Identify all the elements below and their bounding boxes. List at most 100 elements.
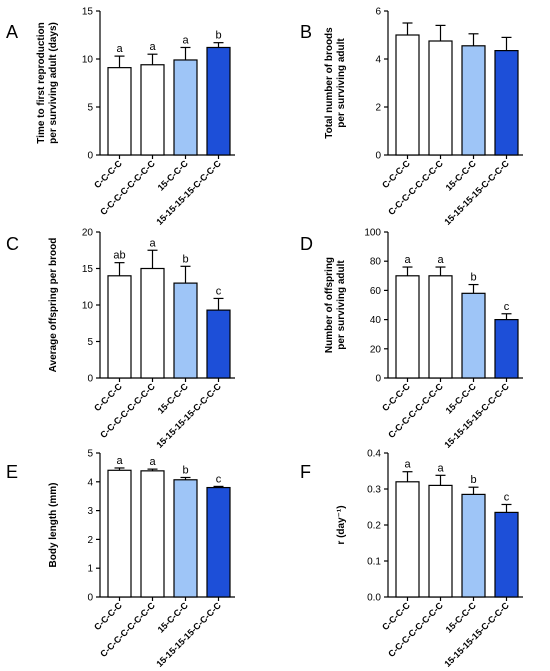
- y-axis-title: Total number of broods: [324, 27, 335, 139]
- significance-letter: c: [216, 285, 222, 297]
- x-category-label: 15-15-15-15-C-C-C-C: [442, 158, 511, 227]
- y-axis-title: Time to first reproduction: [36, 22, 47, 144]
- bar: [140, 470, 165, 598]
- x-category-label: 15-C-C-C: [444, 158, 479, 193]
- x-category-label: 15-C-C-C: [156, 381, 191, 416]
- x-category-label: C-C-C-C: [92, 158, 124, 190]
- bar: [140, 64, 165, 156]
- x-category-label: 15-C-C-C: [156, 158, 191, 193]
- panel-letter: A: [6, 22, 18, 42]
- significance-letter: c: [504, 301, 510, 313]
- y-tick-label: 6: [375, 7, 381, 18]
- bar: [428, 275, 453, 379]
- significance-letter: b: [470, 474, 476, 486]
- bar: [107, 275, 132, 379]
- bar: [173, 59, 198, 156]
- significance-letter: a: [437, 254, 444, 266]
- y-tick-label: 5: [87, 449, 93, 460]
- x-category-label: C-C-C-C: [380, 381, 412, 413]
- y-tick-label: 0.2: [367, 521, 381, 532]
- y-axis-title: Body length (mm): [48, 483, 59, 568]
- y-tick-label: 0.4: [367, 449, 381, 460]
- y-tick-label: 60: [370, 286, 382, 297]
- y-tick-label: 0.3: [367, 485, 381, 496]
- significance-letter: b: [182, 464, 188, 476]
- panel-letter: E: [6, 462, 18, 482]
- significance-letter: b: [470, 272, 476, 284]
- bar: [494, 319, 519, 379]
- y-tick-label: 80: [370, 257, 382, 268]
- x-category-label: 15-15-15-15-C-C-C-C: [442, 381, 511, 450]
- y-axis-title: Average offspring per brood: [48, 238, 59, 373]
- y-tick-label: 15: [82, 264, 94, 275]
- x-category-label: 15-15-15-15-C-C-C-C: [154, 600, 223, 669]
- panel-letter: B: [300, 22, 312, 42]
- y-tick-label: 5: [87, 337, 93, 348]
- x-category-label: 15-15-15-15-C-C-C-C: [442, 600, 511, 669]
- panel-letter: C: [6, 234, 19, 254]
- significance-letter: a: [404, 459, 411, 471]
- significance-letter: a: [404, 254, 411, 266]
- significance-letter: ab: [113, 250, 125, 262]
- y-axis-title: Number of offspring: [324, 257, 335, 353]
- bar: [428, 40, 453, 156]
- bar: [140, 267, 165, 379]
- x-category-label: C-C-C-C: [380, 158, 412, 190]
- y-axis-title: per surviving adult (days): [48, 22, 59, 144]
- chart-panel-a: A 0 5 10 15 Time to first reproduction per sur…: [6, 7, 235, 227]
- significance-letter: a: [437, 462, 444, 474]
- y-axis-title: per surviving adult: [336, 260, 347, 350]
- y-tick-label: 5: [87, 103, 93, 114]
- x-category-label: C-C-C-C: [380, 600, 412, 632]
- y-tick-label: 4: [375, 55, 381, 66]
- y-tick-label: 0: [87, 151, 93, 162]
- y-axis-title: r (day⁻¹): [336, 505, 347, 544]
- y-tick-label: 20: [370, 344, 382, 355]
- bar: [173, 282, 198, 379]
- bar: [395, 481, 420, 598]
- bar: [395, 34, 420, 156]
- bar: [107, 469, 132, 598]
- y-tick-label: 3: [87, 506, 93, 517]
- chart-panel-d: D 0 20 40 60 80 100 Number of offspring per surv…: [300, 228, 523, 450]
- significance-letter: c: [216, 473, 222, 485]
- significance-letter: a: [149, 41, 156, 53]
- x-category-label: 15-C-C-C: [444, 600, 479, 635]
- x-category-label: 15-C-C-C: [444, 381, 479, 416]
- bar: [206, 46, 231, 156]
- y-tick-label: 0: [87, 374, 93, 385]
- y-tick-label: 40: [370, 315, 382, 326]
- bar: [461, 292, 486, 379]
- bar: [461, 493, 486, 598]
- bar: [206, 486, 231, 598]
- bar: [107, 67, 132, 156]
- y-tick-label: 0.1: [367, 557, 381, 568]
- chart-panel-f: F0.00.10.20.30.4r (day⁻¹)aC-C-C-CaC-C-C-…: [300, 449, 523, 669]
- x-category-label: C-C-C-C: [92, 600, 124, 632]
- bar: [494, 511, 519, 598]
- y-tick-label: 2: [375, 103, 381, 114]
- significance-letter: c: [504, 491, 510, 503]
- panel-letter: D: [300, 234, 313, 254]
- x-category-label: 15-C-C-C: [156, 600, 191, 635]
- chart-panel-b: B 0 2 4 6 Total number of broods per surviving…: [300, 7, 523, 227]
- y-tick-label: 10: [82, 55, 94, 66]
- bar: [428, 484, 453, 598]
- x-category-label: C-C-C-C: [92, 381, 124, 413]
- significance-letter: a: [149, 456, 156, 468]
- significance-letter: b: [215, 30, 221, 42]
- bar: [494, 49, 519, 156]
- significance-letter: a: [149, 237, 156, 249]
- y-tick-label: 0: [375, 151, 381, 162]
- y-tick-label: 2: [87, 535, 93, 546]
- y-axis-title: per surviving adult: [336, 38, 347, 128]
- y-tick-label: 100: [364, 228, 381, 239]
- bar: [173, 479, 198, 598]
- significance-letter: a: [116, 43, 123, 55]
- significance-letter: b: [182, 253, 188, 265]
- y-tick-label: 4: [87, 477, 93, 488]
- x-category-label: 15-15-15-15-C-C-C-C: [154, 381, 223, 450]
